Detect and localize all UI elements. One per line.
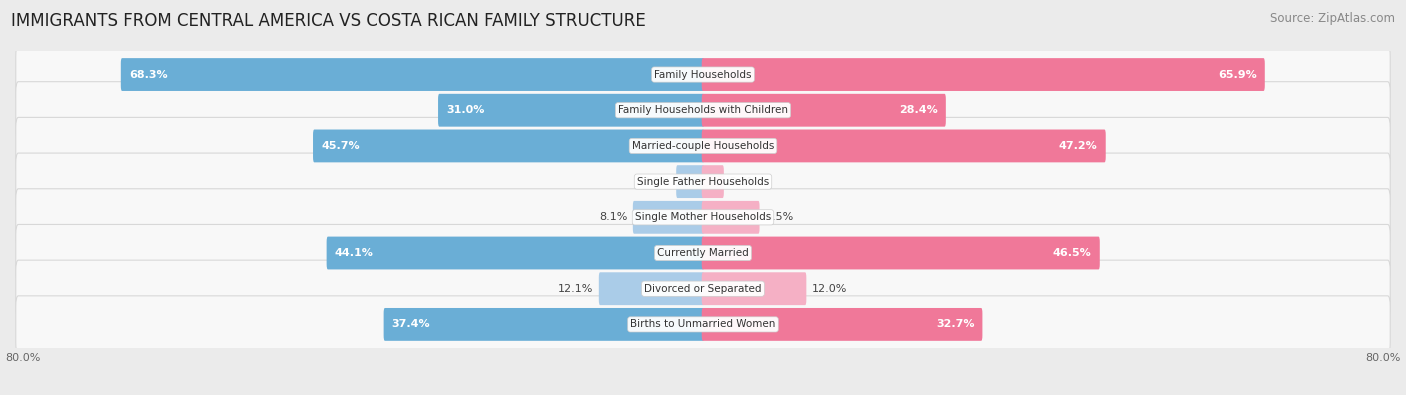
FancyBboxPatch shape — [15, 46, 1391, 103]
FancyBboxPatch shape — [121, 58, 704, 91]
Text: 31.0%: 31.0% — [446, 105, 485, 115]
FancyBboxPatch shape — [326, 237, 704, 269]
Text: Births to Unmarried Women: Births to Unmarried Women — [630, 320, 776, 329]
Text: 28.4%: 28.4% — [898, 105, 938, 115]
Text: 46.5%: 46.5% — [1053, 248, 1091, 258]
Text: 6.5%: 6.5% — [765, 213, 793, 222]
Text: 2.3%: 2.3% — [730, 177, 758, 186]
FancyBboxPatch shape — [15, 224, 1391, 282]
FancyBboxPatch shape — [702, 165, 724, 198]
FancyBboxPatch shape — [15, 260, 1391, 317]
FancyBboxPatch shape — [15, 117, 1391, 175]
Text: 44.1%: 44.1% — [335, 248, 374, 258]
Text: IMMIGRANTS FROM CENTRAL AMERICA VS COSTA RICAN FAMILY STRUCTURE: IMMIGRANTS FROM CENTRAL AMERICA VS COSTA… — [11, 12, 645, 30]
Text: Family Households with Children: Family Households with Children — [619, 105, 787, 115]
Text: Single Father Households: Single Father Households — [637, 177, 769, 186]
Text: 47.2%: 47.2% — [1059, 141, 1098, 151]
Text: 3.0%: 3.0% — [643, 177, 671, 186]
FancyBboxPatch shape — [384, 308, 704, 341]
FancyBboxPatch shape — [702, 94, 946, 127]
FancyBboxPatch shape — [702, 308, 983, 341]
Text: 68.3%: 68.3% — [129, 70, 167, 79]
FancyBboxPatch shape — [314, 130, 704, 162]
Text: 12.1%: 12.1% — [558, 284, 593, 294]
FancyBboxPatch shape — [702, 201, 759, 234]
FancyBboxPatch shape — [15, 82, 1391, 139]
Text: Source: ZipAtlas.com: Source: ZipAtlas.com — [1270, 12, 1395, 25]
Text: 37.4%: 37.4% — [392, 320, 430, 329]
FancyBboxPatch shape — [599, 272, 704, 305]
Text: 8.1%: 8.1% — [599, 213, 627, 222]
FancyBboxPatch shape — [702, 272, 807, 305]
Text: 32.7%: 32.7% — [936, 320, 974, 329]
Text: 65.9%: 65.9% — [1218, 70, 1257, 79]
FancyBboxPatch shape — [15, 189, 1391, 246]
FancyBboxPatch shape — [439, 94, 704, 127]
Text: 45.7%: 45.7% — [321, 141, 360, 151]
Text: Family Households: Family Households — [654, 70, 752, 79]
Text: Currently Married: Currently Married — [657, 248, 749, 258]
FancyBboxPatch shape — [702, 58, 1265, 91]
FancyBboxPatch shape — [633, 201, 704, 234]
FancyBboxPatch shape — [15, 296, 1391, 353]
Text: Married-couple Households: Married-couple Households — [631, 141, 775, 151]
Text: 12.0%: 12.0% — [811, 284, 848, 294]
FancyBboxPatch shape — [702, 130, 1105, 162]
Text: Single Mother Households: Single Mother Households — [636, 213, 770, 222]
FancyBboxPatch shape — [15, 153, 1391, 210]
FancyBboxPatch shape — [676, 165, 704, 198]
FancyBboxPatch shape — [702, 237, 1099, 269]
Text: Divorced or Separated: Divorced or Separated — [644, 284, 762, 294]
